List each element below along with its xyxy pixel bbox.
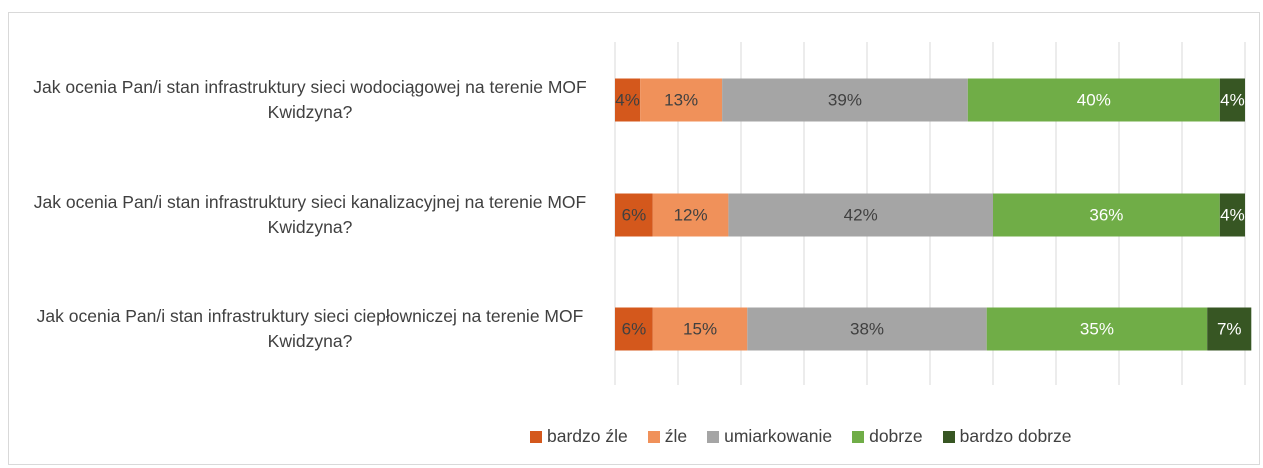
bar-segment [652, 193, 729, 237]
legend-item: bardzo źle [530, 426, 628, 447]
legend-swatch [530, 430, 542, 443]
data-label: 4% [615, 91, 640, 110]
category-label: Jak ocenia Pan/i stan infrastruktury sie… [36, 306, 584, 351]
data-label: 42% [844, 206, 878, 225]
bar-segment [967, 78, 1220, 122]
bar-segment [1207, 307, 1252, 351]
bar-segment [728, 193, 993, 237]
legend-item: umiarkowanie [707, 426, 832, 447]
bar-segment [986, 307, 1208, 351]
legend-swatch [707, 430, 720, 443]
data-label: 15% [683, 320, 717, 339]
data-label: 4% [1220, 206, 1245, 225]
legend-label: umiarkowanie [724, 426, 833, 446]
bar-segment [747, 307, 987, 351]
legend-swatch [647, 430, 660, 443]
legend-label: bardzo dobrze [959, 426, 1072, 446]
bar-segment [722, 78, 968, 122]
data-label: 13% [664, 91, 698, 110]
bar-segment [615, 193, 653, 237]
data-label: 7% [1217, 320, 1242, 339]
data-label: 12% [674, 206, 708, 225]
data-label: 36% [1089, 206, 1123, 225]
legend-item: bardzo dobrze [942, 426, 1072, 447]
chart-border [8, 12, 1260, 465]
legend-swatch [852, 430, 865, 443]
bar-segment [993, 193, 1220, 237]
bar-segment [640, 78, 723, 122]
data-label: 4% [1220, 91, 1245, 110]
category-label: Jak ocenia Pan/i stan infrastruktury sie… [33, 77, 587, 122]
bar-segment [1219, 78, 1245, 122]
data-label: 6% [622, 206, 647, 225]
bar-segment [615, 78, 641, 122]
legend-item: źle [647, 426, 688, 447]
legend-label: dobrze [869, 426, 923, 446]
bar-segment [652, 307, 748, 351]
data-label: 35% [1080, 320, 1114, 339]
legend: bardzo źle źle umiarkowanie dobrze bardzo do… [530, 426, 1072, 447]
legend-item: dobrze [852, 426, 923, 447]
data-label: 38% [850, 320, 884, 339]
bar-segment [1219, 193, 1245, 237]
legend-label: bardzo źle [547, 426, 628, 446]
legend-label: źle [664, 426, 688, 446]
bar-segment [615, 307, 653, 351]
data-label: 40% [1077, 91, 1111, 110]
category-label: Jak ocenia Pan/i stan infrastruktury sie… [33, 192, 587, 237]
data-label: 39% [828, 91, 862, 110]
data-label: 6% [622, 320, 647, 339]
legend-swatch [942, 430, 955, 443]
